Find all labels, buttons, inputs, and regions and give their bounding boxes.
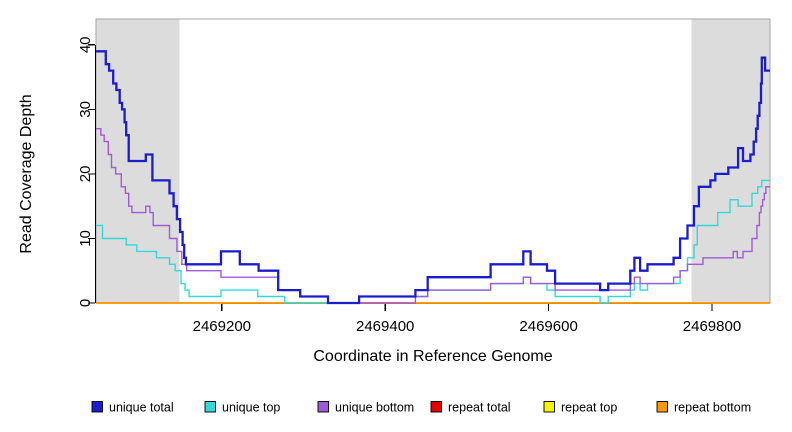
series-unique-top-line <box>96 179 770 304</box>
y-tick-label: 0 <box>77 299 94 307</box>
legend-item-repeat-total: repeat total <box>430 401 511 415</box>
legend-item-unique-bottom: unique bottom <box>317 401 414 415</box>
legend-item-repeat-top: repeat top <box>543 401 617 415</box>
legend-item-repeat-bottom: repeat bottom <box>656 401 751 415</box>
x-tick-label: 2469800 <box>683 318 741 335</box>
legend-label: repeat bottom <box>674 401 751 415</box>
plot-box <box>95 18 771 304</box>
series-unique-total-line <box>96 50 770 305</box>
x-axis-title: Coordinate in Reference Genome <box>313 348 552 365</box>
y-tick-label: 30 <box>77 101 94 118</box>
y-tick-label: 40 <box>77 36 94 53</box>
y-axis-title: Read Coverage Depth <box>18 94 35 253</box>
legend-label: unique total <box>109 401 174 415</box>
legend-label: unique top <box>222 401 280 415</box>
legend-item-unique-top: unique top <box>204 401 280 415</box>
legend-swatch <box>656 401 668 413</box>
y-tick-label: 10 <box>77 230 94 247</box>
legend-label: unique bottom <box>335 401 414 415</box>
y-tick-label: 20 <box>77 166 94 183</box>
legend-swatch <box>204 401 216 413</box>
x-tick-label: 2469600 <box>519 318 577 335</box>
x-tick-label: 2469200 <box>193 318 251 335</box>
legend-label: repeat top <box>561 401 617 415</box>
legend-label: repeat total <box>448 401 511 415</box>
legend-swatch <box>91 401 103 413</box>
legend-swatch <box>543 401 555 413</box>
legend-item-unique-total: unique total <box>91 401 174 415</box>
shaded-region <box>691 19 770 303</box>
legend-swatch <box>317 401 329 413</box>
x-tick-label: 2469400 <box>356 318 414 335</box>
chart-layer: 2469200 2469400 2469600 2469800 0 10 20 30 40 <box>77 18 771 335</box>
legend-swatch <box>430 401 442 413</box>
chart-legend: unique total unique top unique bottom repea… <box>91 401 751 415</box>
